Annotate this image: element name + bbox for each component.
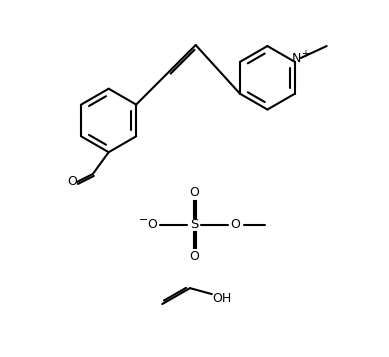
Text: +: + — [301, 49, 309, 59]
Text: O: O — [147, 218, 157, 231]
Text: S: S — [190, 218, 198, 231]
Text: O: O — [67, 176, 77, 188]
Text: O: O — [231, 218, 241, 231]
Text: N: N — [292, 52, 301, 65]
Text: O: O — [189, 186, 199, 200]
Text: OH: OH — [212, 292, 231, 305]
Text: −: − — [139, 215, 148, 225]
Text: O: O — [189, 250, 199, 263]
